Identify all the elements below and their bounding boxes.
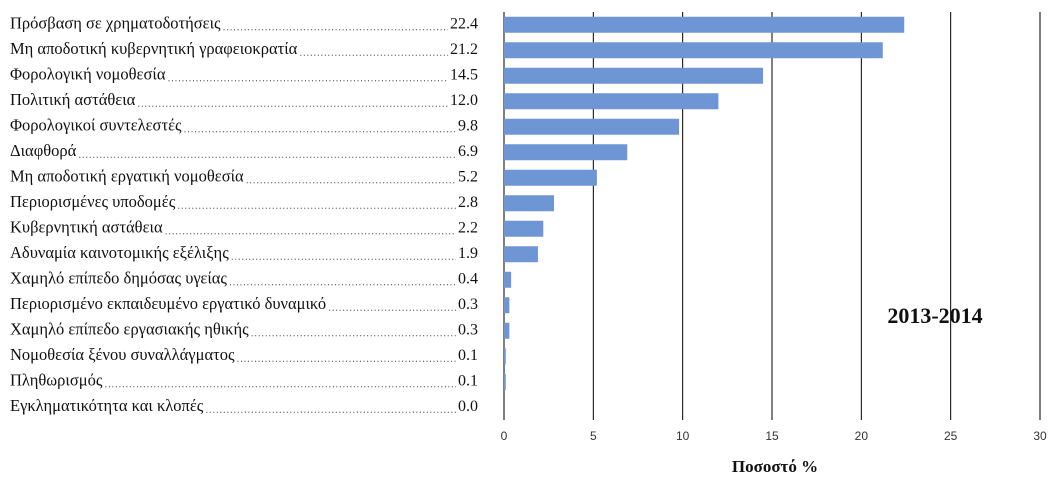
bar <box>504 373 506 390</box>
value-label: 0.3 <box>458 296 478 313</box>
bar <box>504 118 680 135</box>
x-tick-label: 5 <box>590 429 597 443</box>
bar <box>504 322 510 339</box>
value-label: 2.2 <box>458 219 478 236</box>
value-label: 21.2 <box>450 41 478 58</box>
annotation: 2013-2014 <box>887 303 982 328</box>
x-tick-label: 25 <box>944 429 958 443</box>
bar <box>504 169 597 186</box>
value-label: 0.1 <box>458 372 478 389</box>
value-label: 22.4 <box>450 15 478 32</box>
category-label: Αδυναμία καινοτομικής εξέλιξης <box>10 243 229 262</box>
value-label: 5.2 <box>458 168 478 185</box>
category-label: Πολιτική αστάθεια <box>10 90 136 109</box>
value-label: 9.8 <box>458 117 478 134</box>
value-label: 1.9 <box>458 245 478 262</box>
category-label: Διαφθορά <box>10 141 77 160</box>
plot: 0 5 10 15 20 25 30 Πρόσβαση σε χρηματοδοτήσεις 2… <box>10 12 1047 443</box>
category-label: Κυβερνητική αστάθεια <box>10 218 163 237</box>
value-label: 0.4 <box>458 270 478 287</box>
x-tick-label: 15 <box>765 429 779 443</box>
bar <box>504 348 506 365</box>
bar <box>504 67 764 84</box>
category-label: Φορολογικοί συντελεστές <box>10 116 182 135</box>
category-label: Περιορισμένο εκπαιδευμένο εργατικό δυναμ… <box>10 294 326 313</box>
bar <box>504 93 719 110</box>
category-label: Φορολογική νομοθεσία <box>10 65 166 84</box>
bar <box>504 195 555 212</box>
bar <box>504 271 512 288</box>
x-tick-label: 30 <box>1033 429 1047 443</box>
value-label: 2.8 <box>458 194 478 211</box>
x-tick-label: 20 <box>855 429 869 443</box>
category-label: Περιορισμένες υποδομές <box>10 192 176 211</box>
category-label: Χαμηλό επίπεδο δημόσας υγείας <box>10 269 227 288</box>
value-label: 0.3 <box>458 321 478 338</box>
value-label: 6.9 <box>458 143 478 160</box>
bar <box>504 144 628 161</box>
bar <box>504 297 510 314</box>
category-label: Μη αποδοτική κυβερνητική γραφειοκρατία <box>10 39 298 58</box>
value-label: 12.0 <box>450 92 478 109</box>
x-tick-label: 0 <box>501 429 508 443</box>
x-axis-label: Ποσοστό % <box>732 457 818 476</box>
bar <box>504 42 883 59</box>
bar <box>504 246 538 263</box>
value-label: 0.1 <box>458 347 478 364</box>
category-label: Πληθωρισμός <box>10 371 103 390</box>
category-label: Πρόσβαση σε χρηματοδοτήσεις <box>10 14 221 33</box>
bar <box>504 220 544 237</box>
category-label: Εγκληματικότητα και κλοπές <box>10 396 204 415</box>
category-label: Χαμηλό επίπεδο εργασιακής ηθικής <box>10 320 249 339</box>
value-label: 14.5 <box>450 66 478 83</box>
bar <box>504 16 905 33</box>
category-label: Μη αποδοτική εργατική νομοθεσία <box>10 167 244 186</box>
x-tick-label: 10 <box>676 429 690 443</box>
value-label: 0.0 <box>458 398 478 415</box>
category-label: Νομοθεσία ξένου συναλλάγματος <box>10 345 235 364</box>
